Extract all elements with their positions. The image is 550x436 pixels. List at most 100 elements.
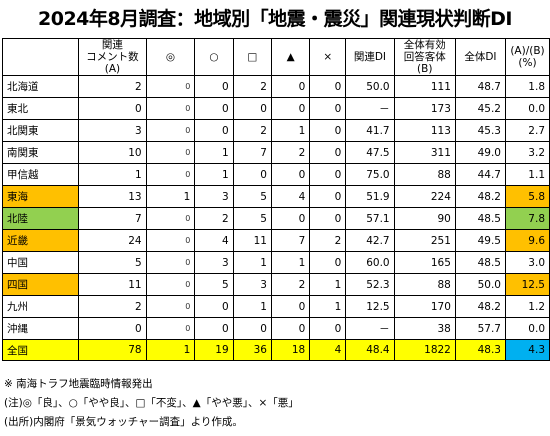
overall-di-cell: 49.0	[454, 141, 506, 164]
somewhat-bad-cell: 2	[270, 273, 311, 296]
note-line: (注)◎「良」、○「やや良」、□「不変」、▲「やや悪」、×「悪」	[4, 397, 299, 409]
comment-count-cell: 13	[78, 185, 147, 208]
somewhat-bad-cell: 1	[270, 119, 311, 142]
overall-di-cell: 57.7	[454, 317, 506, 340]
unchanged-cell: 5	[232, 185, 272, 208]
unchanged-cell: 1	[232, 251, 272, 274]
ratio-cell: 1.1	[504, 163, 550, 186]
valid-responses-cell: 88	[393, 273, 456, 296]
comment-count-cell: 0	[78, 97, 147, 120]
bad-cell: 2	[309, 229, 347, 252]
somewhat-bad-cell: 0	[270, 163, 311, 186]
region-cell: 四国	[1, 273, 80, 296]
table-row: 沖縄 0 0 0 0 0 0 － 38 57.7 0.0	[1, 317, 550, 340]
valid-responses-cell: 170	[393, 295, 456, 318]
somewhat-good-cell: 5	[194, 273, 234, 296]
ratio-cell: 12.5	[504, 273, 550, 296]
table-row: 東北 0 0 0 0 0 0 － 173 45.2 0.0	[1, 97, 550, 120]
region-cell: 九州	[1, 295, 80, 318]
overall-di-cell: 44.7	[454, 163, 506, 186]
somewhat-bad-cell: 2	[270, 141, 311, 164]
somewhat-good-cell: 2	[194, 207, 234, 230]
somewhat-good-cell: 0	[194, 75, 234, 98]
column-header: ○	[194, 38, 234, 76]
valid-responses-cell: 90	[393, 207, 456, 230]
overall-di-cell: 48.3	[454, 339, 506, 361]
related-di-cell: 60.0	[345, 251, 395, 274]
column-header: ◎	[145, 38, 196, 76]
comment-count-cell: 78	[78, 339, 147, 361]
related-di-cell: 42.7	[345, 229, 395, 252]
comment-count-cell: 2	[78, 295, 147, 318]
very-good-cell: 0	[145, 163, 196, 186]
column-header: 関連DI	[345, 38, 395, 76]
table-row: 北海道 2 0 0 2 0 0 50.0 111 48.7 1.8	[1, 75, 550, 98]
very-good-cell: 0	[145, 295, 196, 318]
page-title: 2024年8月調査：地域別「地震・震災」関連現状判断DI	[38, 8, 512, 30]
bad-cell: 4	[309, 339, 347, 361]
very-good-cell: 0	[145, 141, 196, 164]
region-cell: 中国	[1, 251, 80, 274]
comment-count-cell: 1	[78, 163, 147, 186]
very-good-cell: 0	[145, 75, 196, 98]
overall-di-cell: 48.7	[454, 75, 506, 98]
somewhat-bad-cell: 18	[270, 339, 311, 361]
valid-responses-cell: 311	[393, 141, 456, 164]
related-di-cell: 48.4	[345, 339, 395, 361]
unchanged-cell: 7	[232, 141, 272, 164]
ratio-cell: 0.0	[504, 97, 550, 120]
unchanged-cell: 0	[232, 97, 272, 120]
somewhat-good-cell: 0	[194, 317, 234, 340]
table-row: 四国 11 0 5 3 2 1 52.3 88 50.0 12.5	[1, 273, 550, 296]
somewhat-good-cell: 1	[194, 141, 234, 164]
column-header: ×	[309, 38, 347, 76]
table-row: 北陸 7 0 2 5 0 0 57.1 90 48.5 7.8	[1, 207, 550, 230]
valid-responses-cell: 165	[393, 251, 456, 274]
comment-count-cell: 2	[78, 75, 147, 98]
ratio-cell: 1.8	[504, 75, 550, 98]
unchanged-cell: 5	[232, 207, 272, 230]
very-good-cell: 0	[145, 317, 196, 340]
somewhat-good-cell: 3	[194, 185, 234, 208]
overall-di-cell: 45.2	[454, 97, 506, 120]
table-row: 東海 13 1 3 5 4 0 51.9 224 48.2 5.8	[1, 185, 550, 208]
bad-cell: 0	[309, 207, 347, 230]
unchanged-cell: 2	[232, 119, 272, 142]
related-di-cell: －	[345, 317, 395, 340]
unchanged-cell: 3	[232, 273, 272, 296]
table-row: 甲信越 1 0 1 0 0 0 75.0 88 44.7 1.1	[1, 163, 550, 186]
table-row: 中国 5 0 3 1 1 0 60.0 165 48.5 3.0	[1, 251, 550, 274]
region-cell: 全国	[1, 339, 80, 361]
comment-count-cell: 11	[78, 273, 147, 296]
column-header: 全体DI	[454, 38, 506, 76]
bad-cell: 1	[309, 273, 347, 296]
note-line: (出所)内閣府「景気ウォッチャー調査」より作成。	[4, 416, 243, 428]
ratio-cell: 2.7	[504, 119, 550, 142]
somewhat-bad-cell: 7	[270, 229, 311, 252]
related-di-cell: 12.5	[345, 295, 395, 318]
region-cell: 甲信越	[1, 163, 80, 186]
very-good-cell: 0	[145, 251, 196, 274]
overall-di-cell: 48.5	[454, 207, 506, 230]
unchanged-cell: 1	[232, 295, 272, 318]
very-good-cell: 0	[145, 207, 196, 230]
column-header: 全体有効 回答客体(B)	[393, 38, 456, 76]
somewhat-good-cell: 4	[194, 229, 234, 252]
comment-count-cell: 0	[78, 317, 147, 340]
table-row: 近畿 24 0 4 11 7 2 42.7 251 49.5 9.6	[1, 229, 550, 252]
somewhat-bad-cell: 0	[270, 75, 311, 98]
column-header: (A)/(B) (%)	[504, 38, 550, 76]
related-di-cell: 50.0	[345, 75, 395, 98]
valid-responses-cell: 111	[393, 75, 456, 98]
somewhat-bad-cell: 0	[270, 207, 311, 230]
related-di-cell: 47.5	[345, 141, 395, 164]
overall-di-cell: 49.5	[454, 229, 506, 252]
unchanged-cell: 36	[232, 339, 272, 361]
very-good-cell: 1	[145, 339, 196, 361]
overall-di-cell: 48.2	[454, 295, 506, 318]
table-row: 九州 2 0 0 1 0 1 12.5 170 48.2 1.2	[1, 295, 550, 318]
valid-responses-cell: 38	[393, 317, 456, 340]
somewhat-good-cell: 0	[194, 119, 234, 142]
very-good-cell: 0	[145, 97, 196, 120]
bad-cell: 0	[309, 141, 347, 164]
